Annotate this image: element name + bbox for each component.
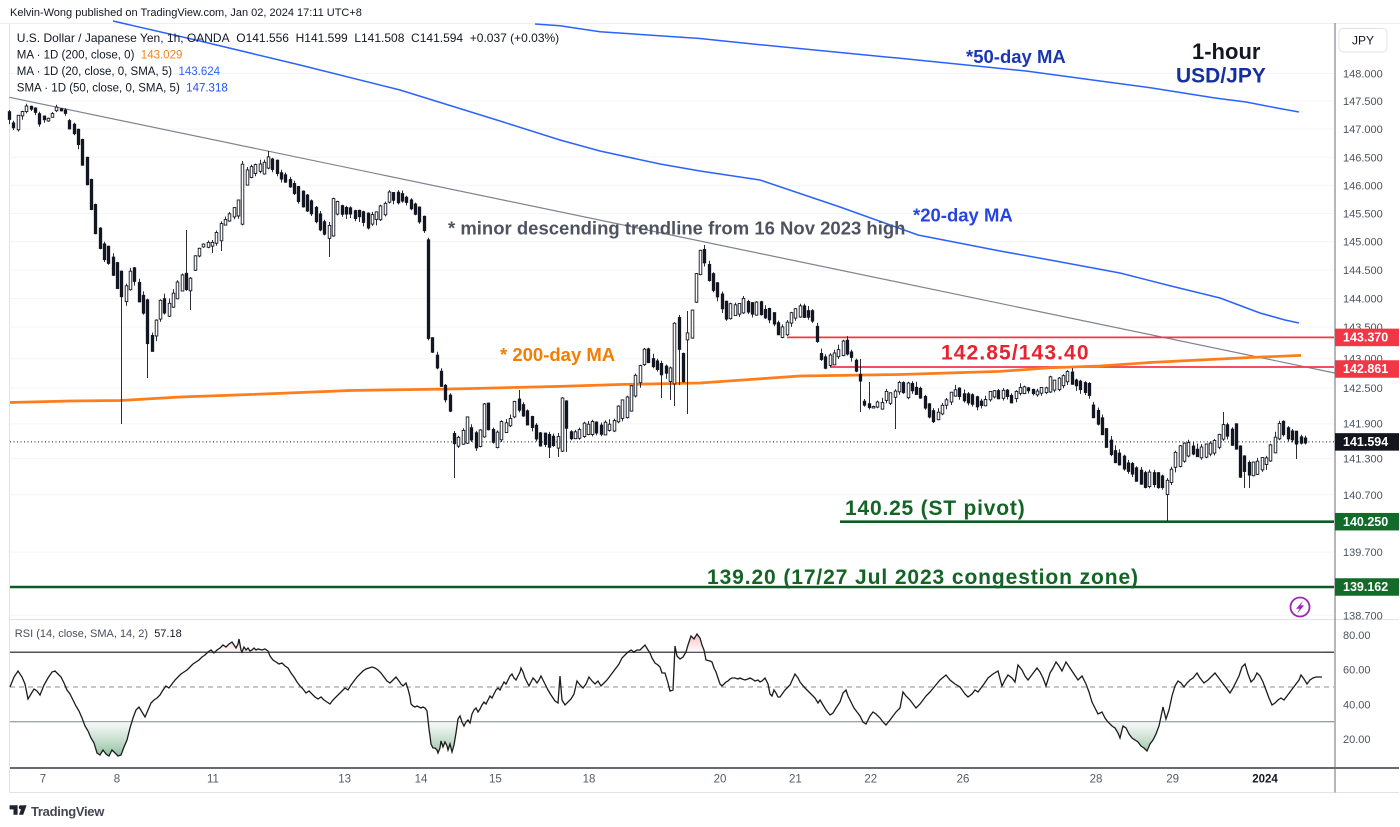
svg-text:40.00: 40.00 bbox=[1343, 699, 1371, 711]
svg-text:141.594: 141.594 bbox=[1343, 435, 1388, 449]
svg-text:139.20 (17/27 Jul 2023 congest: 139.20 (17/27 Jul 2023 congestion zone) bbox=[707, 566, 1139, 589]
svg-text:145.500: 145.500 bbox=[1343, 209, 1383, 221]
svg-text:* 200-day MA: * 200-day MA bbox=[500, 344, 615, 365]
svg-text:146.000: 146.000 bbox=[1343, 180, 1383, 192]
svg-text:139.162: 139.162 bbox=[1343, 580, 1388, 594]
svg-text:7: 7 bbox=[40, 774, 46, 786]
svg-text:26: 26 bbox=[957, 774, 970, 786]
svg-text:143.370: 143.370 bbox=[1343, 331, 1388, 345]
svg-text:80.00: 80.00 bbox=[1343, 630, 1371, 642]
svg-text:MA · 1D (20, close, 0, SMA, 5): MA · 1D (20, close, 0, SMA, 5) 143.624 bbox=[17, 66, 221, 78]
svg-text:146.500: 146.500 bbox=[1343, 152, 1383, 164]
svg-text:* minor descending trendline f: * minor descending trendline from 16 Nov… bbox=[448, 218, 905, 239]
svg-text:13: 13 bbox=[338, 774, 351, 786]
svg-text:147.000: 147.000 bbox=[1343, 124, 1383, 136]
svg-text:MA · 1D (200, close, 0) 143.0: MA · 1D (200, close, 0) 143.029 bbox=[17, 50, 183, 62]
svg-text:28: 28 bbox=[1090, 774, 1103, 786]
svg-text:8: 8 bbox=[114, 774, 120, 786]
svg-text:142.861: 142.861 bbox=[1343, 362, 1388, 376]
svg-text:145.000: 145.000 bbox=[1343, 237, 1383, 249]
svg-text:144.500: 144.500 bbox=[1343, 265, 1383, 277]
svg-text:U.S. Dollar / Japanese Yen, 1h: U.S. Dollar / Japanese Yen, 1h, OANDA O1… bbox=[17, 31, 559, 45]
svg-text:144.000: 144.000 bbox=[1343, 294, 1383, 306]
svg-text:RSI (14, close, SMA, 14, 2) 5: RSI (14, close, SMA, 14, 2) 57.18 bbox=[15, 628, 182, 640]
svg-text:141.900: 141.900 bbox=[1343, 419, 1383, 431]
svg-text:1-hour: 1-hour bbox=[1192, 39, 1261, 64]
svg-text:140.700: 140.700 bbox=[1343, 490, 1383, 502]
svg-text:138.700: 138.700 bbox=[1343, 610, 1383, 622]
svg-text:140.250: 140.250 bbox=[1343, 515, 1388, 529]
svg-text:TradingView: TradingView bbox=[31, 804, 105, 819]
svg-text:147.500: 147.500 bbox=[1343, 96, 1383, 108]
svg-text:22: 22 bbox=[864, 774, 877, 786]
svg-text:139.700: 139.700 bbox=[1343, 547, 1383, 559]
svg-text:USD/JPY: USD/JPY bbox=[1176, 65, 1266, 88]
svg-text:18: 18 bbox=[583, 774, 596, 786]
svg-text:11: 11 bbox=[207, 774, 219, 786]
svg-text:140.25 (ST pivot): 140.25 (ST pivot) bbox=[845, 497, 1025, 520]
svg-text:141.300: 141.300 bbox=[1343, 453, 1383, 465]
svg-text:60.00: 60.00 bbox=[1343, 665, 1371, 677]
svg-text:JPY: JPY bbox=[1352, 34, 1374, 48]
svg-text:15: 15 bbox=[489, 774, 502, 786]
svg-text:20.00: 20.00 bbox=[1343, 734, 1371, 746]
svg-text:2024: 2024 bbox=[1252, 774, 1278, 786]
svg-text:29: 29 bbox=[1166, 774, 1179, 786]
svg-text:*20-day MA: *20-day MA bbox=[913, 205, 1013, 226]
svg-text:*50-day MA: *50-day MA bbox=[966, 46, 1066, 67]
svg-text:14: 14 bbox=[415, 774, 428, 786]
svg-text:142.500: 142.500 bbox=[1343, 383, 1383, 395]
svg-text:Kelvin-Wong published on Tradi: Kelvin-Wong published on TradingView.com… bbox=[10, 7, 362, 19]
svg-text:21: 21 bbox=[789, 774, 802, 786]
svg-text:142.85/143.40: 142.85/143.40 bbox=[941, 342, 1090, 365]
svg-text:SMA · 1D (50, close, 0, SMA, 5: SMA · 1D (50, close, 0, SMA, 5) 147.318 bbox=[17, 83, 228, 95]
svg-text:20: 20 bbox=[714, 774, 727, 786]
svg-text:148.000: 148.000 bbox=[1343, 69, 1383, 81]
